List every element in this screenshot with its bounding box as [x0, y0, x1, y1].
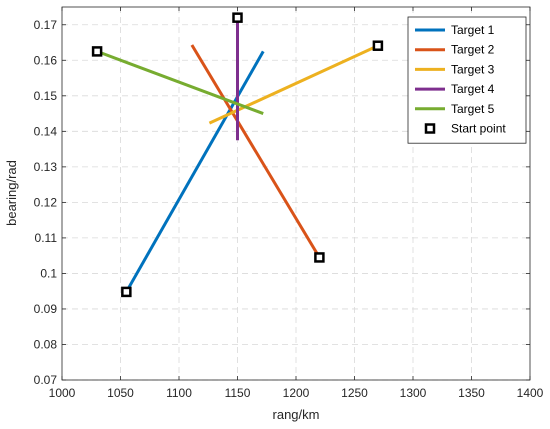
- y-tick-label: 0.09: [34, 302, 58, 316]
- legend-label-target-4: Target 4: [451, 82, 495, 96]
- x-tick-label: 1250: [341, 386, 368, 400]
- legend-swatch-start-point: [424, 123, 436, 134]
- y-tick-label: 0.15: [34, 89, 58, 103]
- x-tick-label: 1050: [107, 386, 134, 400]
- y-tick-label: 0.13: [34, 160, 58, 174]
- ticks: 1000 1050 1100 1150 1200 1250 1300 1350 1400 0.07…: [34, 7, 544, 400]
- legend: Target 1 Target 2 Target 3 Target 4 Target 5…: [407, 16, 527, 144]
- x-tick-label: 1150: [225, 386, 251, 400]
- series-line-target-5: [96, 49, 264, 115]
- legend-box: [407, 16, 527, 144]
- y-tick-label: 0.07: [34, 373, 58, 387]
- y-tick-label: 0.08: [34, 337, 58, 351]
- start-point-marker-target-3: [372, 40, 384, 51]
- series-layer: [96, 17, 379, 293]
- x-tick-label: 1100: [166, 386, 192, 400]
- start-point-marker-target-2: [314, 252, 325, 263]
- legend-label-target-3: Target 3: [451, 62, 495, 76]
- x-axis-label: rang/km: [273, 407, 320, 422]
- legend-label-start-point: Start point: [451, 122, 506, 136]
- y-tick-label: 0.16: [34, 53, 58, 67]
- start-point-marker-target-5: [91, 46, 103, 57]
- series-line-target-1: [125, 50, 265, 293]
- start-point-marker-target-1: [121, 286, 132, 298]
- legend-label-target-5: Target 5: [451, 102, 495, 116]
- y-tick-label: 0.12: [34, 195, 58, 209]
- y-tick-label: 0.17: [34, 18, 58, 32]
- legend-label-target-1: Target 1: [451, 23, 495, 37]
- x-tick-label: 1400: [517, 386, 544, 400]
- series-line-target-2: [190, 44, 321, 259]
- y-tick-label: 0.14: [34, 124, 58, 138]
- start-markers: [91, 12, 384, 298]
- x-tick-label: 1000: [49, 386, 76, 400]
- legend-label-target-2: Target 2: [451, 43, 495, 57]
- y-tick-label: 0.1: [40, 266, 57, 280]
- y-tick-label: 0.11: [35, 231, 58, 245]
- y-axis-label: bearing/rad: [4, 160, 19, 226]
- x-tick-label: 1350: [458, 386, 485, 400]
- x-tick-label: 1200: [283, 386, 310, 400]
- x-tick-label: 1300: [400, 386, 427, 400]
- start-point-marker-target-4: [232, 12, 243, 23]
